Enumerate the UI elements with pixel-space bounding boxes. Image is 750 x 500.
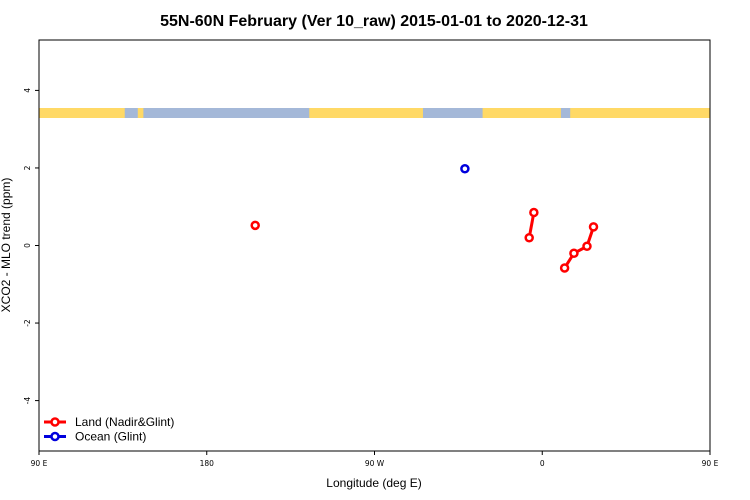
chart-title: 55N-60N February (Ver 10_raw) 2015-01-01… <box>160 13 588 30</box>
y-axis-label: XCO2 - MLO trend (ppm) <box>0 178 13 313</box>
land-band-segment <box>372 108 423 118</box>
land-data-point <box>569 248 579 259</box>
series-layer <box>250 163 599 273</box>
land-data-point <box>524 232 534 243</box>
land-data-point <box>588 222 599 232</box>
y-tick-label: -2 <box>23 319 32 327</box>
x-tick-label: 0 <box>540 459 545 468</box>
land-band-segment <box>309 108 377 118</box>
legend-land-marker <box>50 417 60 427</box>
x-tick-label: 180 <box>200 459 215 468</box>
y-tick-label: -4 <box>23 397 32 405</box>
x-axis: 90 E 180 90 W 0 90 E <box>31 451 719 468</box>
land-data-point <box>250 220 260 231</box>
land-band-segment <box>39 108 125 118</box>
legend: Land (Nadir&Glint)Ocean (Glint) <box>44 415 174 444</box>
land-band-segment <box>482 108 561 118</box>
plot-frame <box>38 39 711 452</box>
y-tick-label: 2 <box>23 165 32 170</box>
y-tick-label: 0 <box>23 243 32 248</box>
y-axis: -4 -2 0 2 4 <box>23 88 39 405</box>
land-band-segment <box>570 108 710 118</box>
land-ocean-band <box>39 108 710 118</box>
legend-land-label: Land (Nadir&Glint) <box>75 415 174 429</box>
x-tick-label: 90 E <box>31 459 48 468</box>
x-axis-label: Longitude (deg E) <box>326 476 421 490</box>
land-band-segment <box>137 108 144 118</box>
x-tick-label: 90 W <box>365 459 385 468</box>
ocean-data-point <box>460 163 470 174</box>
land-data-point <box>559 263 570 273</box>
legend-ocean-marker <box>50 431 60 442</box>
legend-ocean-label: Ocean (Glint) <box>75 430 146 444</box>
land-data-point <box>529 207 539 218</box>
land-data-point <box>582 241 592 252</box>
land-series-line <box>563 226 595 269</box>
x-tick-label: 90 E <box>702 459 719 468</box>
y-tick-label: 4 <box>23 88 32 93</box>
